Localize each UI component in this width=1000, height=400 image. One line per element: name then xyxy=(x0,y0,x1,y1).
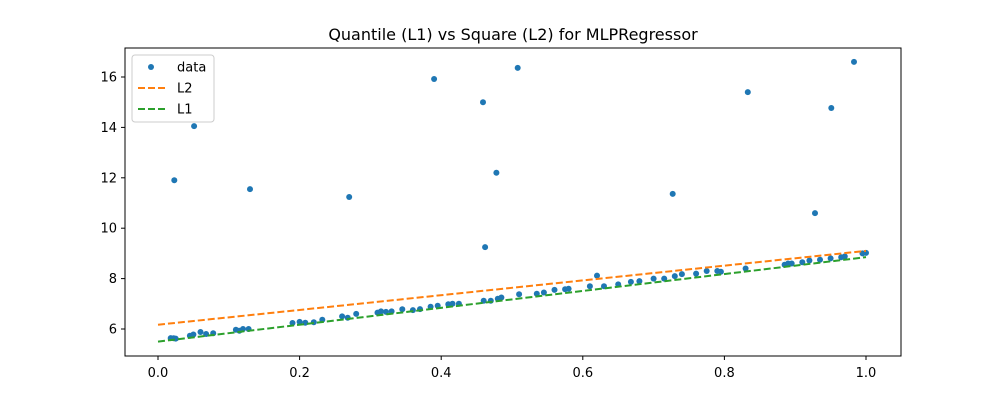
data-point xyxy=(669,190,676,197)
data-point xyxy=(806,257,813,264)
y-tick-label: 6 xyxy=(109,323,117,338)
data-point xyxy=(650,275,657,282)
x-tick-label: 0.8 xyxy=(714,366,735,381)
data-point xyxy=(744,89,751,96)
y-tick-label: 14 xyxy=(100,121,117,136)
data-point xyxy=(431,76,438,82)
data-point xyxy=(851,58,857,65)
data-point xyxy=(717,268,724,275)
data-point xyxy=(671,273,678,280)
x-axis: 0.0 0.2 0.4 0.6 0.8 1.0 xyxy=(148,356,877,381)
legend-box xyxy=(131,54,215,123)
data-point xyxy=(636,278,643,285)
data-point xyxy=(565,285,572,292)
line-l1 xyxy=(157,256,867,343)
data-point xyxy=(828,105,835,111)
y-tick-label: 8 xyxy=(109,272,117,287)
legend-label: L2 xyxy=(177,82,193,97)
data-point xyxy=(498,294,505,301)
plot-area xyxy=(157,58,869,343)
data-point xyxy=(171,177,178,184)
data-point xyxy=(586,283,593,290)
legend-item-l2: L2 xyxy=(138,82,193,97)
y-axis: 6 8 10 12 14 16 xyxy=(100,71,125,338)
data-point xyxy=(353,310,360,317)
data-point xyxy=(191,123,198,130)
y-tick-label: 12 xyxy=(100,171,117,186)
data-point xyxy=(310,319,317,326)
x-tick-label: 0.2 xyxy=(289,366,310,381)
x-tick-label: 1.0 xyxy=(856,366,877,381)
data-point xyxy=(190,331,197,338)
data-point xyxy=(812,210,818,217)
data-point xyxy=(339,313,346,320)
data-point xyxy=(678,271,685,278)
legend-label: data xyxy=(177,61,206,76)
legend-item-l1: L1 xyxy=(138,103,193,118)
data-point xyxy=(289,320,296,326)
data-point xyxy=(514,64,521,71)
data-point xyxy=(247,186,253,193)
data-point xyxy=(742,265,749,272)
legend-marker-icon xyxy=(148,64,154,70)
data-point xyxy=(240,326,246,332)
axes-frame xyxy=(124,47,902,357)
data-point xyxy=(693,270,700,277)
line-l2 xyxy=(157,249,867,326)
x-tick-label: 0.0 xyxy=(148,366,169,381)
data-point xyxy=(197,329,204,335)
data-point xyxy=(482,244,489,251)
data-point xyxy=(827,255,834,262)
data-point xyxy=(841,253,848,260)
legend: data L2 L1 xyxy=(131,54,215,123)
data-point xyxy=(863,249,869,256)
data-point xyxy=(346,194,353,200)
data-point xyxy=(540,289,547,296)
data-point xyxy=(399,306,406,313)
y-tick-label: 16 xyxy=(100,71,117,86)
x-tick-label: 0.4 xyxy=(431,366,452,381)
data-point xyxy=(703,268,710,274)
data-point xyxy=(817,256,823,263)
data-point xyxy=(627,278,634,285)
data-point xyxy=(493,169,500,176)
data-point xyxy=(480,99,486,106)
chart-title: Quantile (L1) vs Square (L2) for MLPRegr… xyxy=(328,25,698,44)
x-tick-label: 0.6 xyxy=(572,366,593,381)
data-point xyxy=(788,260,795,267)
data-point xyxy=(551,286,558,293)
data-point xyxy=(378,308,384,315)
data-point xyxy=(516,291,523,298)
data-point xyxy=(296,318,303,325)
legend-label: L1 xyxy=(177,103,193,118)
legend-item-data: data xyxy=(148,61,206,76)
data-point xyxy=(449,300,456,307)
data-point xyxy=(533,290,540,297)
data-point xyxy=(594,272,600,279)
y-tick-label: 10 xyxy=(100,222,117,237)
